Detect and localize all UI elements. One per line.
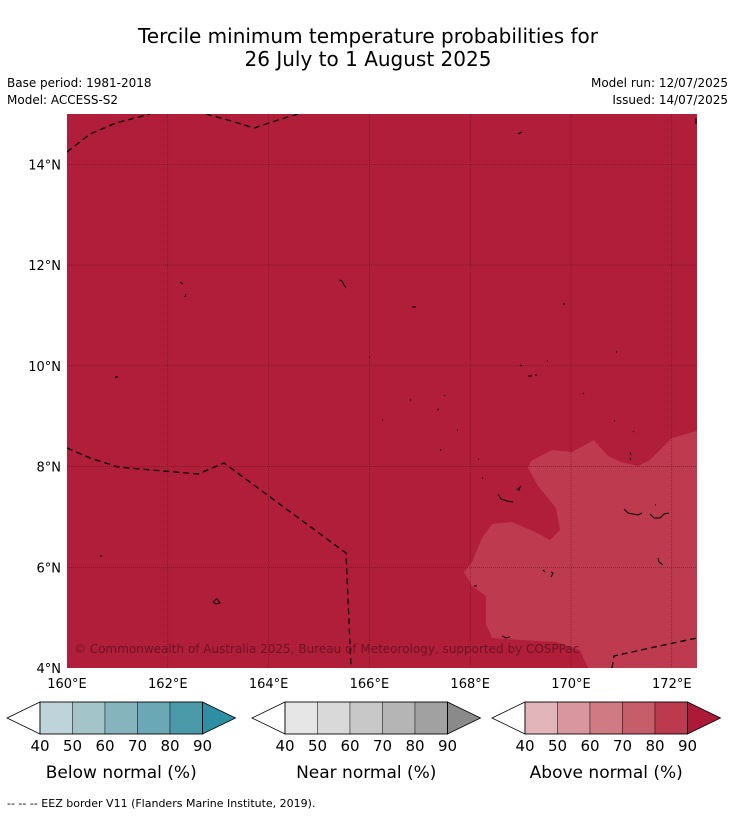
y-tick-label: 4°N xyxy=(37,662,62,677)
legend-2: 40 50 60 70 80 90 Above normal (%) xyxy=(491,701,722,783)
legend-swatch xyxy=(589,701,623,735)
x-tick-label: 170°E xyxy=(551,677,591,692)
chart-title-line-1: Tercile minimum temperature probabilitie… xyxy=(137,24,599,48)
legend-swatch xyxy=(39,701,73,735)
legend-tick-label: 70 xyxy=(373,737,392,755)
x-tick-label: 160°E xyxy=(47,677,87,692)
legend-swatch xyxy=(524,701,558,735)
legend-tick-label: 90 xyxy=(438,737,457,755)
legend-0: 40 50 60 70 80 90 Below normal (%) xyxy=(6,701,237,783)
legend-tick-label: 50 xyxy=(548,737,567,755)
legend-tick-label: 70 xyxy=(128,737,147,755)
legend-high-extension xyxy=(687,701,722,735)
legend-tick-label: 60 xyxy=(340,737,359,755)
y-tick-label: 8°N xyxy=(37,461,62,476)
x-tick-label: 168°E xyxy=(450,677,490,692)
legend-low-extension xyxy=(491,701,526,735)
legend-tick-label: 40 xyxy=(515,737,534,755)
legend-swatch xyxy=(72,701,106,735)
grid-lines xyxy=(67,114,697,668)
legend-tick-label: 70 xyxy=(613,737,632,755)
legend-swatch xyxy=(317,701,351,735)
x-tick-label: 162°E xyxy=(148,677,188,692)
legend-tick-label: 80 xyxy=(645,737,664,755)
legend-swatch xyxy=(414,701,448,735)
legend-bar-frame xyxy=(39,701,203,735)
legend-tick-label: 50 xyxy=(308,737,327,755)
legend-tick-label: 80 xyxy=(405,737,424,755)
legend-tick-label: 50 xyxy=(63,737,82,755)
x-tick-label: 164°E xyxy=(249,677,289,692)
legend-title: Near normal (%) xyxy=(296,763,436,783)
y-tick-label: 14°N xyxy=(28,158,61,173)
legend-swatch xyxy=(622,701,656,735)
legend-tick-label: 40 xyxy=(275,737,294,755)
legend-high-extension xyxy=(202,701,237,735)
legend-swatch xyxy=(349,701,383,735)
lower-probability-region xyxy=(464,431,697,668)
y-tick-label: 10°N xyxy=(28,360,61,375)
legend-swatch xyxy=(137,701,171,735)
legend-title: Above normal (%) xyxy=(530,763,683,783)
legend-title: Below normal (%) xyxy=(46,763,197,783)
model-run-label: Model run: 12/07/2025 xyxy=(590,76,728,90)
x-tick-label: 172°E xyxy=(652,677,692,692)
legend-tick-label: 80 xyxy=(160,737,179,755)
legend-low-extension xyxy=(6,701,41,735)
legend-tick-label: 90 xyxy=(193,737,212,755)
eez-borders xyxy=(67,114,697,668)
y-tick-label: 12°N xyxy=(28,259,61,274)
copyright-notice: © Commonwealth of Australia 2025, Bureau… xyxy=(74,642,579,656)
legend-high-extension xyxy=(447,701,482,735)
model-label: Model: ACCESS-S2 xyxy=(7,93,119,107)
legend-bar-frame xyxy=(284,701,448,735)
island-outlines xyxy=(100,118,697,639)
legend-tick-label: 60 xyxy=(580,737,599,755)
legend-swatch xyxy=(382,701,416,735)
legend-swatch xyxy=(654,701,688,735)
legend-swatch xyxy=(284,701,318,735)
base-period-label: Base period: 1981-2018 xyxy=(7,76,152,90)
y-tick-label: 6°N xyxy=(37,561,62,576)
eez-footnote: -- -- -- EEZ border V11 (Flanders Marine… xyxy=(7,797,316,810)
legend-low-extension xyxy=(251,701,286,735)
chart-title-line-2: 26 July to 1 August 2025 xyxy=(244,47,492,71)
x-tick-label: 166°E xyxy=(350,677,390,692)
legend-tick-label: 90 xyxy=(678,737,697,755)
legend-swatch xyxy=(104,701,138,735)
legend-swatch xyxy=(169,701,203,735)
legend-tick-label: 40 xyxy=(30,737,49,755)
issued-label: Issued: 14/07/2025 xyxy=(612,93,728,107)
legend-swatch xyxy=(557,701,591,735)
legend-bar-frame xyxy=(524,701,688,735)
legend-tick-label: 60 xyxy=(95,737,114,755)
